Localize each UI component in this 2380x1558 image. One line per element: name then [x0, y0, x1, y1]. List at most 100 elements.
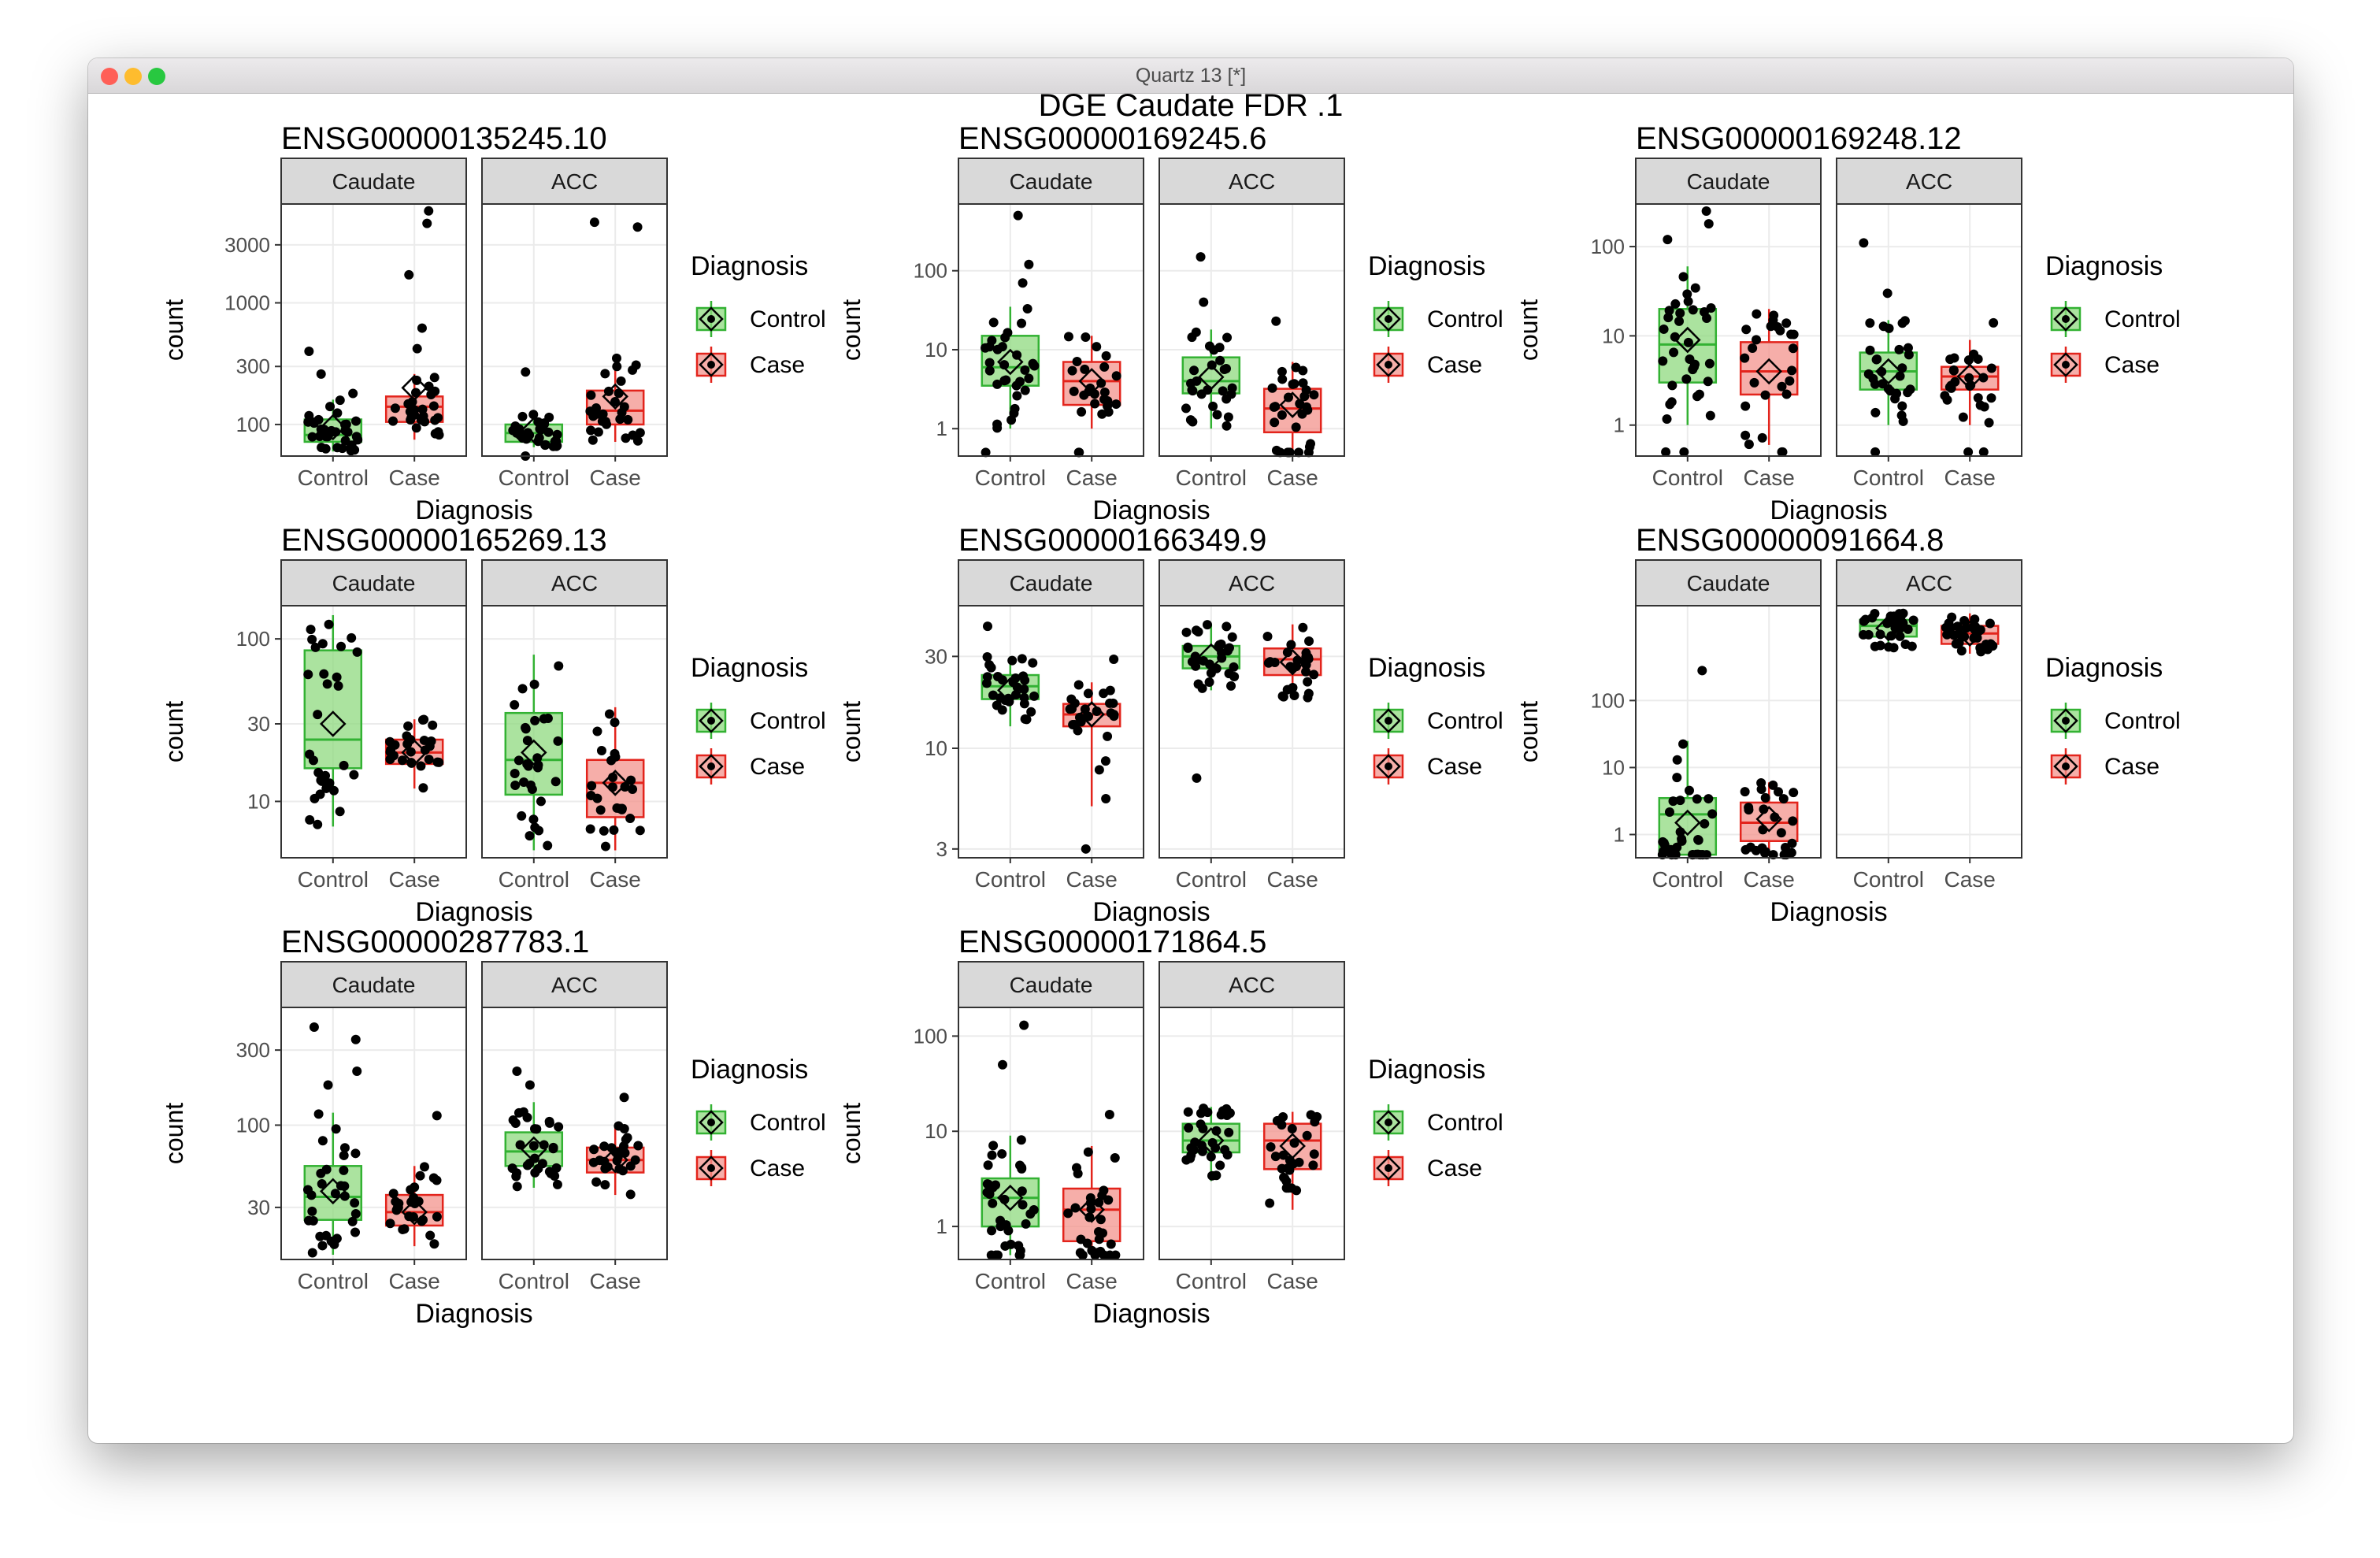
data-point: [1900, 316, 1910, 326]
data-point: [518, 1107, 528, 1117]
facet-label: ACC: [1906, 571, 1952, 595]
minimize-button[interactable]: [124, 68, 142, 85]
data-point: [1789, 788, 1799, 798]
data-point: [350, 1208, 361, 1219]
data-point: [428, 401, 439, 411]
data-point: [1227, 632, 1237, 642]
mean-marker: [1875, 614, 1902, 642]
data-point: [332, 443, 343, 453]
data-point: [984, 1179, 994, 1189]
data-point: [610, 751, 621, 762]
data-point: [983, 1160, 993, 1170]
legend-key-point-icon: [707, 361, 715, 369]
data-point: [510, 424, 521, 434]
data-point: [419, 714, 429, 725]
data-point: [1226, 389, 1236, 399]
data-point: [1975, 643, 1985, 653]
legend-label: Control: [750, 306, 826, 332]
data-point: [313, 1109, 324, 1119]
data-point: [585, 824, 595, 834]
data-point: [1672, 755, 1682, 765]
data-point: [404, 269, 414, 280]
data-point: [1786, 329, 1796, 339]
data-point: [339, 1165, 349, 1175]
data-point: [1308, 1160, 1318, 1170]
title-bar[interactable]: Quartz 13 [*]: [88, 58, 2293, 94]
data-point: [552, 440, 562, 451]
data-point: [1015, 1160, 1025, 1170]
data-point: [1206, 1152, 1216, 1162]
data-point: [1942, 629, 1952, 640]
y-tick-label: 100: [914, 259, 947, 283]
data-point: [1184, 1122, 1194, 1133]
data-point: [586, 425, 596, 436]
data-point: [1788, 343, 1798, 354]
data-point: [332, 672, 342, 682]
data-point: [1756, 785, 1766, 795]
facet-label: Caudate: [332, 169, 416, 194]
data-point: [1697, 666, 1707, 676]
legend-label: Case: [750, 1156, 805, 1181]
gene-title: ENSG00000166349.9: [958, 523, 1266, 558]
mean-marker: [320, 414, 347, 441]
close-button[interactable]: [101, 68, 118, 85]
data-point: [1670, 299, 1681, 309]
legend-label: Control: [750, 708, 826, 734]
y-tick-label: 1: [1614, 414, 1625, 437]
data-point: [1872, 354, 1882, 365]
facet-label: ACC: [551, 571, 598, 595]
data-point: [551, 777, 561, 787]
data-point: [523, 761, 533, 771]
data-point: [388, 416, 399, 426]
data-point: [316, 369, 326, 379]
data-point: [981, 678, 992, 688]
data-point: [303, 1215, 313, 1226]
data-point: [321, 770, 331, 781]
data-point: [322, 679, 332, 689]
data-point: [999, 376, 1010, 386]
data-point: [533, 760, 543, 770]
facet-border: [1836, 203, 2022, 457]
data-point: [397, 755, 407, 766]
data-point: [625, 1189, 636, 1200]
data-point: [1740, 787, 1750, 797]
data-point: [419, 1162, 429, 1172]
data-point: [1196, 1119, 1206, 1130]
data-point: [1309, 670, 1319, 680]
mean-marker: [997, 677, 1024, 704]
facet-border: [1635, 605, 1822, 859]
data-point: [596, 745, 606, 755]
data-point: [1018, 1200, 1028, 1210]
data-point: [1026, 707, 1036, 717]
data-point: [1688, 305, 1698, 315]
data-point: [1003, 1226, 1014, 1236]
data-point: [525, 1158, 535, 1168]
data-point: [554, 1122, 564, 1132]
data-point: [1012, 350, 1022, 360]
data-point: [1951, 639, 1961, 649]
data-point: [1291, 422, 1301, 432]
y-tick-label: 30: [247, 712, 270, 736]
data-point: [1666, 397, 1677, 407]
data-point: [1749, 377, 1759, 388]
data-point: [1298, 378, 1308, 388]
x-tick-label: Case: [590, 466, 641, 490]
zoom-button[interactable]: [148, 68, 165, 85]
legend-key-point-icon: [1385, 1164, 1392, 1172]
x-tick-label: Case: [590, 867, 641, 892]
data-point: [1203, 1107, 1213, 1118]
facet-label: Caudate: [1010, 169, 1093, 194]
data-point: [1684, 785, 1694, 796]
data-point: [402, 731, 412, 741]
data-point: [1775, 325, 1785, 336]
legend-key-mean-icon: [1376, 708, 1401, 733]
data-point: [1289, 1138, 1299, 1148]
mean-marker: [1198, 1127, 1225, 1154]
facet-border: [958, 1007, 1144, 1260]
data-point: [534, 432, 544, 443]
data-point: [410, 1182, 420, 1193]
data-point: [330, 1189, 340, 1199]
data-point: [1212, 410, 1222, 420]
data-point: [333, 681, 343, 691]
x-tick-label: Case: [1744, 867, 1795, 892]
